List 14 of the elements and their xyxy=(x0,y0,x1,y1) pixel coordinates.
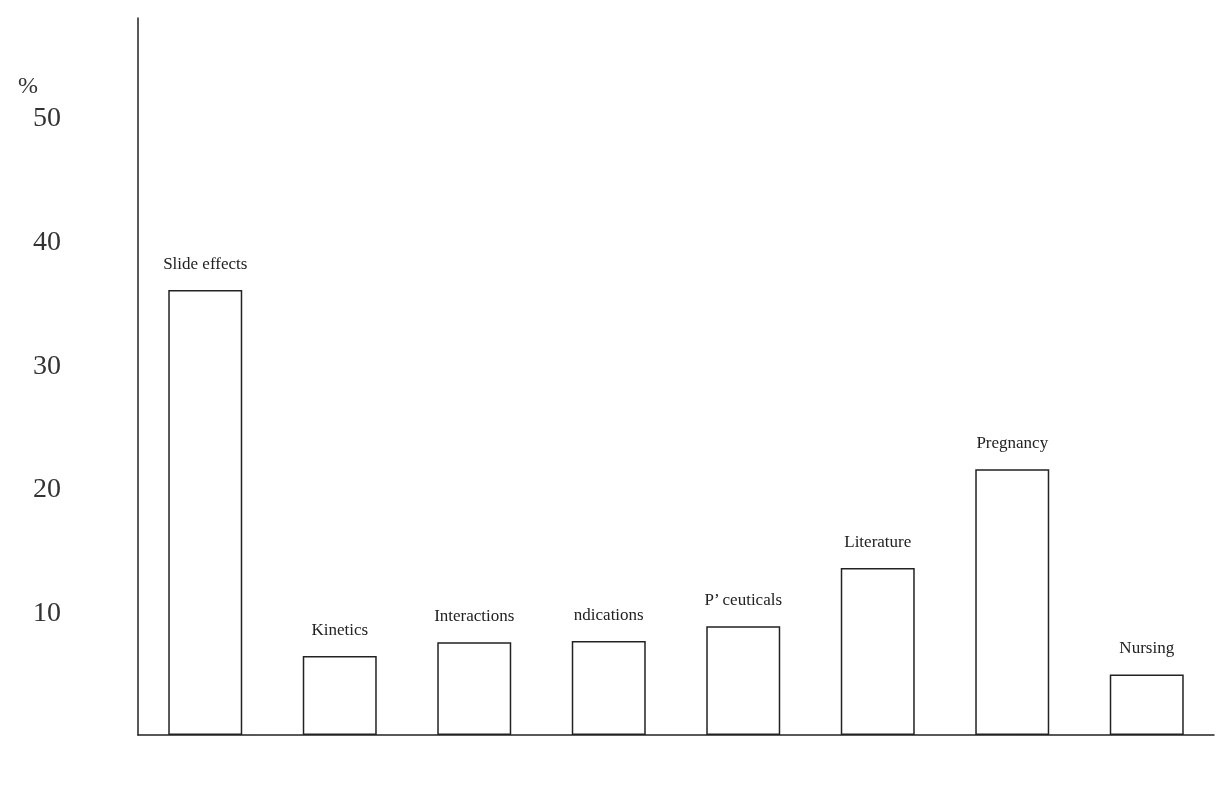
x-tick-label: Literature xyxy=(844,532,912,552)
x-tick-label: Kinetics xyxy=(311,619,369,639)
y-tick-label: 10 xyxy=(33,595,61,627)
x-tick-label: P’ ceuticals xyxy=(704,590,783,610)
x-tick-label: Interactions xyxy=(434,606,515,626)
y-tick-label: 50 xyxy=(33,101,61,133)
x-tick-label: Slide effects xyxy=(163,253,248,273)
x-tick-label: ndications xyxy=(573,605,644,625)
y-tick-label: 40 xyxy=(33,225,61,257)
x-tick-label: Pregnancy xyxy=(976,433,1049,453)
x-tick-label: Nursing xyxy=(1119,638,1175,658)
y-tick-label: 20 xyxy=(33,472,61,504)
y-tick-label: 30 xyxy=(33,348,61,380)
y-axis-title: % xyxy=(18,72,38,98)
